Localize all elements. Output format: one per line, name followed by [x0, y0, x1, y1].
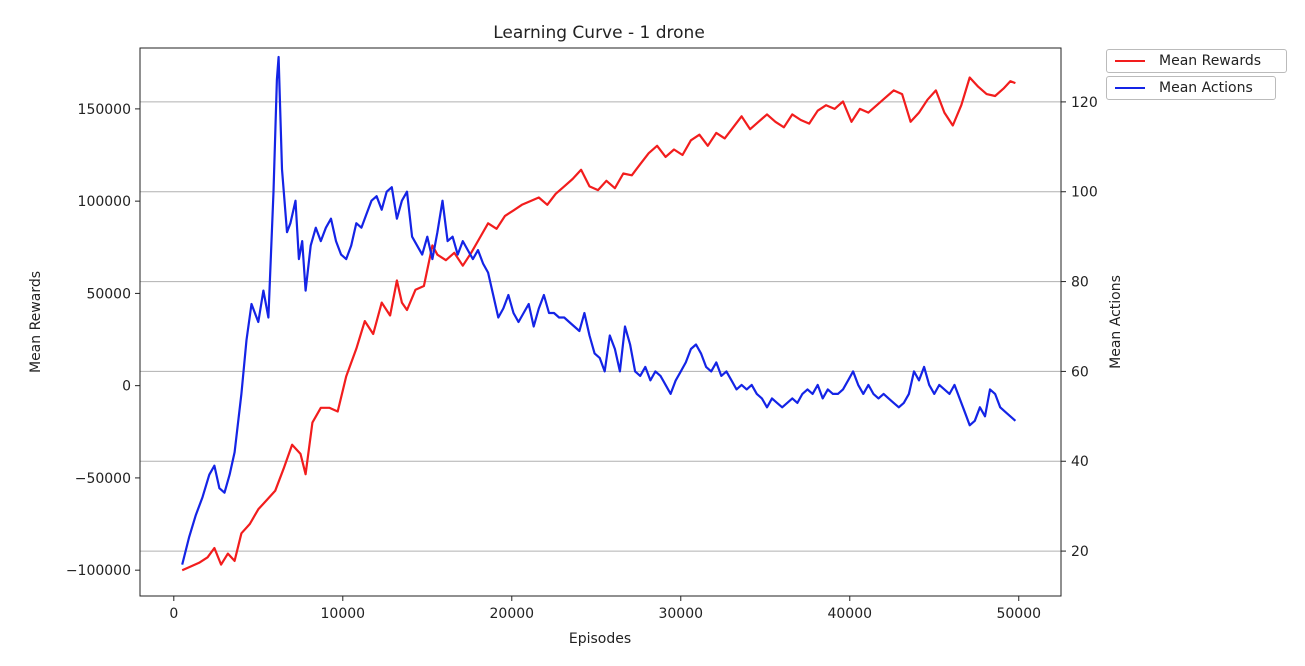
- series-line-mean-rewards: [181, 76, 1016, 572]
- y-left-tick-label-1: −50000: [75, 471, 131, 487]
- x-tick-label-1: 10000: [321, 606, 366, 622]
- y-axis-right-label: Mean Actions: [1108, 275, 1124, 369]
- series-lines: [181, 55, 1017, 572]
- x-tick-label-3: 30000: [658, 606, 703, 622]
- y-left-tick-label-0: −100000: [66, 563, 131, 579]
- axis-ticks: 0 10000 20000 30000 40000 50000 −100000 −50000 0…: [66, 95, 1098, 622]
- y-left-tick-label-2: 0: [122, 379, 131, 395]
- grid-lines: [140, 101, 1061, 552]
- x-tick-label-5: 50000: [996, 606, 1041, 622]
- y-right-tick-label-3: 80: [1071, 275, 1089, 291]
- x-tick-label-2: 20000: [490, 606, 535, 622]
- legend-label-mean-actions: Mean Actions: [1159, 80, 1253, 96]
- x-tick-label-0: 0: [169, 606, 178, 622]
- y-right-tick-label-5: 120: [1071, 95, 1098, 111]
- plot-frame: [139, 47, 1062, 597]
- y-right-tick-label-2: 60: [1071, 364, 1089, 380]
- legend-item-mean-rewards: Mean Rewards: [1106, 49, 1287, 73]
- y-right-tick-label-1: 40: [1071, 454, 1089, 470]
- y-left-tick-label-4: 100000: [78, 194, 131, 210]
- chart-title: Learning Curve - 1 drone: [493, 23, 705, 43]
- y-left-tick-label-3: 50000: [86, 286, 131, 302]
- y-right-tick-label-4: 100: [1071, 185, 1098, 201]
- x-tick-label-4: 40000: [827, 606, 872, 622]
- legend-label-mean-rewards: Mean Rewards: [1159, 53, 1262, 69]
- x-axis-label: Episodes: [569, 631, 631, 647]
- y-left-tick-label-5: 150000: [78, 102, 131, 118]
- legend-swatch-blue: [1115, 87, 1145, 89]
- series-line-mean-actions: [181, 55, 1017, 565]
- legend-item-mean-actions: Mean Actions: [1106, 76, 1276, 100]
- y-right-tick-label-0: 20: [1071, 544, 1089, 560]
- y-axis-left-label: Mean Rewards: [28, 271, 44, 373]
- legend-swatch-red: [1115, 60, 1145, 62]
